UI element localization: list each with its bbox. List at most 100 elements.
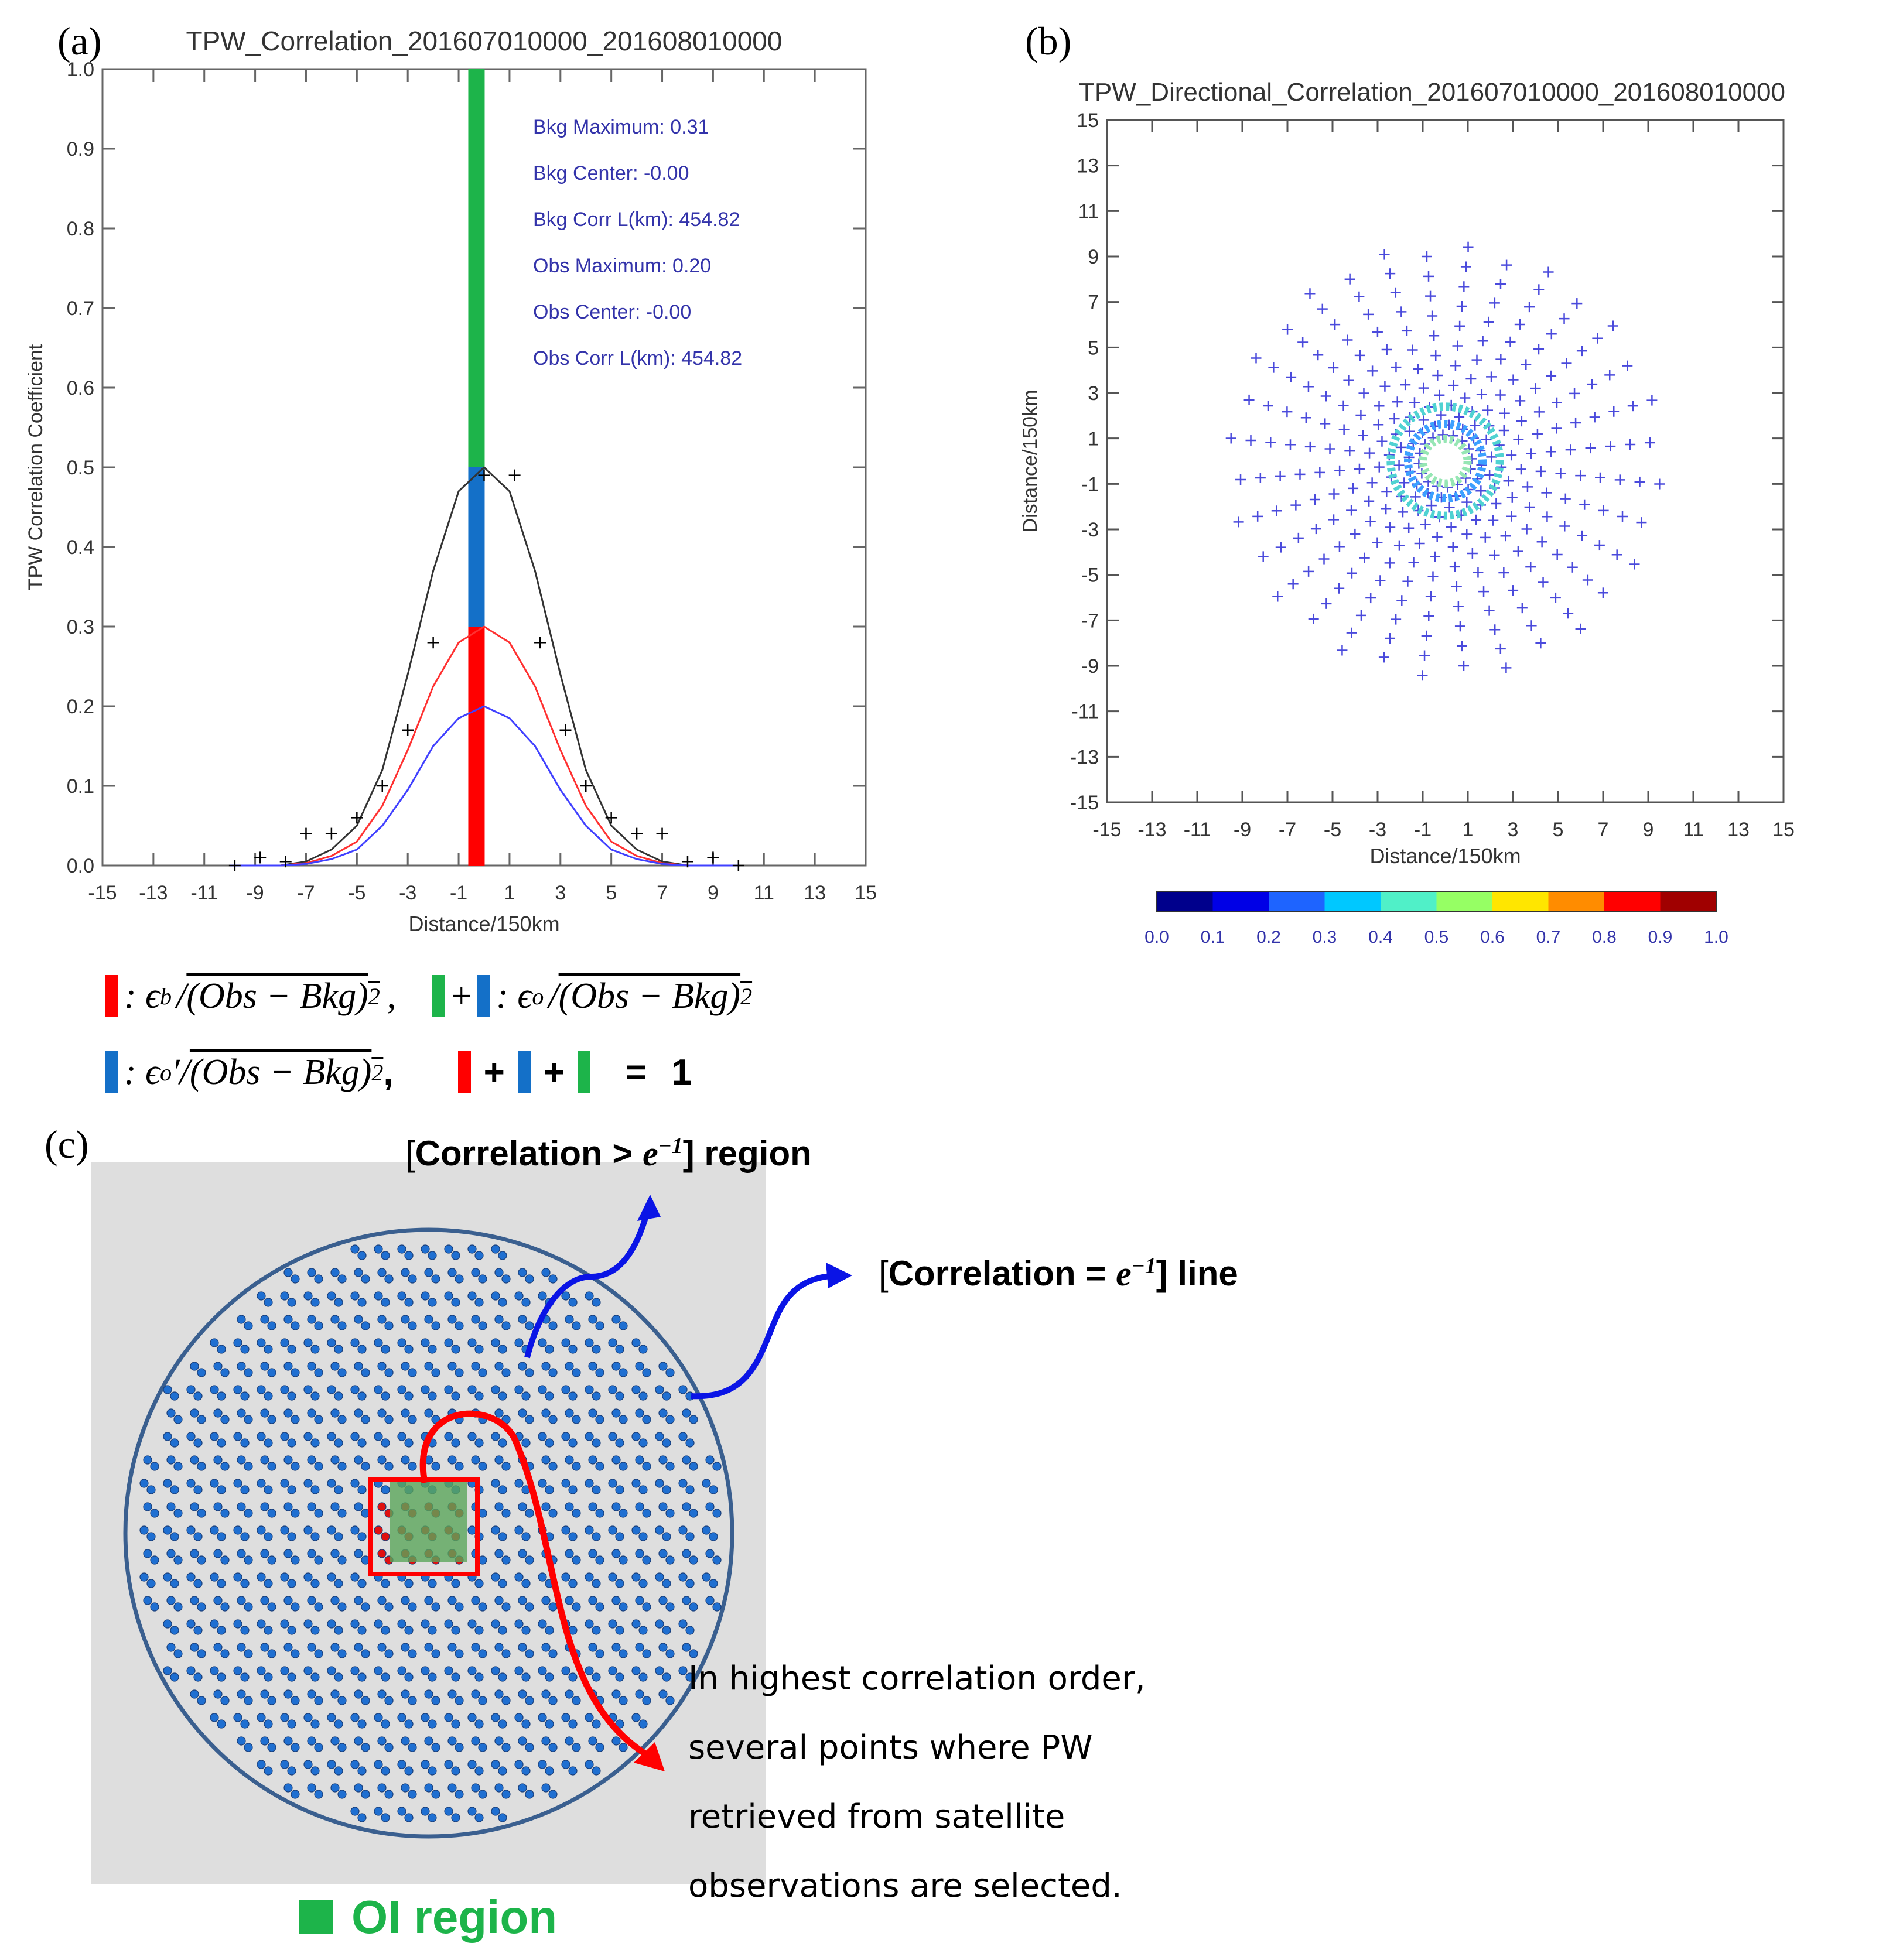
observation-dot <box>327 1572 336 1582</box>
legend-swatch-blue-3 <box>517 1051 531 1093</box>
observation-dot <box>451 1672 460 1682</box>
observation-dot <box>611 1643 621 1652</box>
observation-dot <box>283 1268 293 1277</box>
y-tick-label-a: 1.0 <box>67 59 94 81</box>
observation-dot <box>447 1643 457 1652</box>
observation-dot <box>381 1532 390 1541</box>
observation-dot <box>186 1572 196 1582</box>
observation-dot <box>264 1766 273 1776</box>
observation-dot <box>384 1321 394 1330</box>
observation-dot <box>568 1298 578 1307</box>
plus-marker <box>1251 353 1262 364</box>
observation-dot <box>478 1274 487 1284</box>
observation-dot <box>565 1689 574 1699</box>
x-tick-label-a: 9 <box>708 882 719 904</box>
observation-dot <box>611 1362 621 1371</box>
observation-dot <box>213 1362 223 1371</box>
observation-dot <box>303 1432 313 1441</box>
observation-dot <box>260 1689 269 1699</box>
colorbar-cell <box>1381 891 1437 911</box>
observation-dot <box>361 1743 370 1752</box>
series-line-2 <box>230 705 739 867</box>
observation-dot <box>291 1696 300 1705</box>
observation-dot <box>471 1643 480 1652</box>
observation-dot <box>611 1455 621 1465</box>
observation-dot <box>592 1298 601 1307</box>
observation-dot <box>287 1532 296 1541</box>
y-tick-label-b: -5 <box>1081 565 1099 587</box>
observation-dot <box>361 1555 370 1565</box>
observation-dot <box>638 1532 648 1541</box>
observation-dot <box>361 1790 370 1799</box>
observation-dot <box>514 1432 524 1441</box>
observation-dot <box>213 1408 223 1418</box>
observation-dot <box>220 1555 230 1565</box>
observation-dot <box>310 1345 320 1354</box>
observation-dot <box>303 1479 313 1488</box>
plus-marker <box>1488 515 1499 526</box>
observation-dot <box>474 1766 484 1776</box>
observation-dot <box>291 1790 300 1799</box>
observation-dot <box>585 1760 594 1769</box>
legend-plus-3: + <box>543 1052 565 1093</box>
plus-marker <box>1408 557 1419 568</box>
plus-marker <box>1416 468 1427 479</box>
observation-dot <box>455 1790 464 1799</box>
colorbar-cell <box>1604 891 1661 911</box>
plus-marker <box>1538 577 1549 588</box>
observation-dot <box>491 1479 500 1488</box>
plus-marker <box>1348 483 1359 494</box>
observation-dot <box>501 1649 511 1658</box>
observation-dot <box>374 1338 383 1347</box>
observation-dot <box>521 1298 531 1307</box>
observation-dot <box>431 1602 440 1612</box>
observation-dot <box>615 1672 624 1682</box>
observation-dot <box>501 1790 511 1799</box>
plus-marker <box>1358 430 1369 441</box>
observation-dot <box>264 1579 273 1588</box>
observation-dot <box>608 1479 617 1488</box>
observation-dot <box>244 1368 253 1377</box>
observation-dot <box>210 1666 219 1675</box>
observation-dot <box>377 1549 387 1558</box>
plus-marker <box>1535 466 1546 477</box>
observation-dot <box>608 1666 617 1675</box>
observation-dot <box>287 1438 296 1448</box>
observation-dot <box>431 1462 440 1471</box>
observation-dot <box>233 1619 242 1629</box>
plus-marker <box>1526 448 1537 459</box>
observation-dot <box>572 1602 581 1612</box>
plus-marker <box>1594 540 1605 551</box>
observation-dot <box>350 1291 360 1301</box>
observation-dot <box>595 1321 604 1330</box>
observation-dot <box>525 1509 534 1518</box>
observation-dot <box>237 1455 246 1465</box>
observation-dot <box>404 1719 414 1729</box>
observation-dot <box>538 1479 547 1488</box>
plus-marker <box>1565 444 1576 456</box>
observation-dot <box>421 1619 430 1629</box>
plus-marker <box>1262 401 1273 412</box>
observation-dot <box>354 1689 363 1699</box>
observation-dot <box>615 1391 624 1401</box>
observation-dot <box>310 1391 320 1401</box>
observation-dot <box>491 1385 500 1394</box>
plus-marker <box>1338 400 1349 411</box>
observation-dot <box>682 1502 691 1511</box>
observation-dot <box>658 1362 668 1371</box>
observation-dot <box>635 1596 644 1605</box>
plus-marker <box>1505 336 1516 347</box>
plus-marker <box>1379 381 1391 392</box>
raw-point-marker <box>534 637 546 649</box>
observation-dot <box>635 1689 644 1699</box>
y-tick-label-b: -3 <box>1081 519 1099 541</box>
observation-dot <box>287 1298 296 1307</box>
observation-dot <box>709 1485 718 1494</box>
observation-dot <box>538 1760 547 1769</box>
observation-dot <box>572 1696 581 1705</box>
raw-point-marker <box>580 780 592 792</box>
plus-marker <box>1503 476 1514 487</box>
observation-dot <box>572 1368 581 1377</box>
plus-marker <box>1532 429 1543 440</box>
observation-dot <box>548 1649 558 1658</box>
